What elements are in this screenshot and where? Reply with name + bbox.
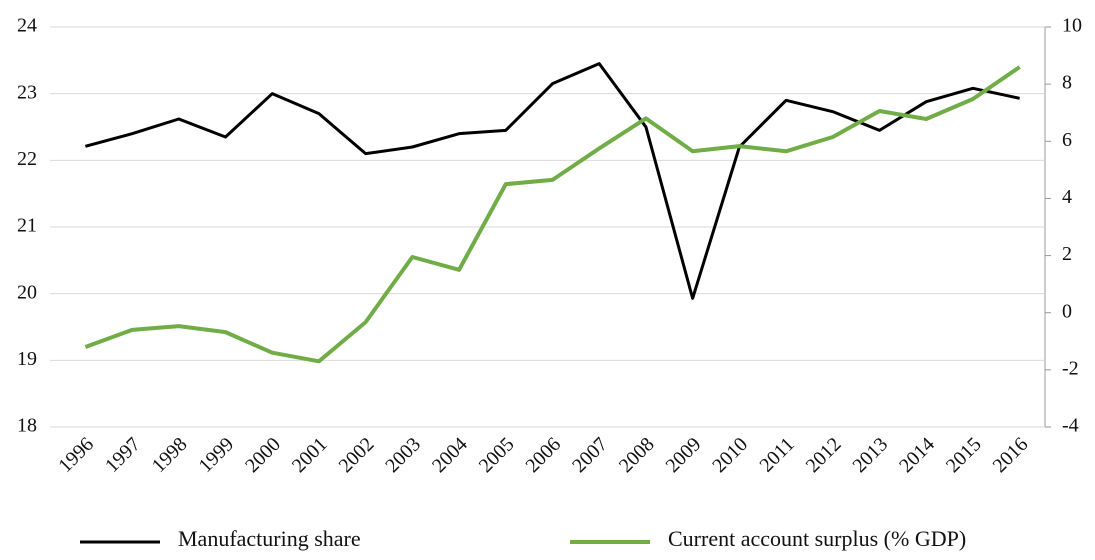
x-tick-label: 2007 <box>568 433 612 477</box>
x-tick-label: 2013 <box>848 433 892 477</box>
y-tick-label: 23 <box>17 81 37 103</box>
x-tick-label: 2012 <box>802 433 846 477</box>
x-tick-label: 2000 <box>241 433 285 477</box>
series-line <box>84 65 1021 364</box>
x-tick-label: 1997 <box>101 433 145 477</box>
legend-label: Current account surplus (% GDP) <box>668 526 966 551</box>
y2-tick-label: 6 <box>1062 129 1072 151</box>
y-tick-label: 19 <box>17 348 37 370</box>
x-tick-label: 2002 <box>335 433 379 477</box>
x-tick-label: 2006 <box>521 433 565 477</box>
x-tick-label: 2015 <box>942 433 986 477</box>
x-tick-label: 2001 <box>288 433 332 477</box>
y2-tick-label: 4 <box>1062 186 1072 208</box>
x-tick-label: 1996 <box>54 433 98 477</box>
y2-tick-label: 0 <box>1062 300 1072 322</box>
x-tick-label: 2016 <box>989 433 1033 477</box>
y2-tick-label: 2 <box>1062 243 1072 265</box>
legend-label: Manufacturing share <box>178 526 361 551</box>
y-tick-label: 22 <box>17 148 37 170</box>
x-tick-label: 2008 <box>615 433 659 477</box>
x-tick-label: 1998 <box>148 433 192 477</box>
y-tick-label: 21 <box>17 215 37 237</box>
y2-tick-label: -2 <box>1062 357 1079 379</box>
y2-tick-label: -4 <box>1062 415 1079 437</box>
x-tick-label: 2014 <box>895 433 939 477</box>
series-line <box>84 62 1020 300</box>
y-tick-label: 20 <box>17 281 37 303</box>
x-tick-label: 2005 <box>475 433 519 477</box>
y2-tick-label: 8 <box>1062 72 1072 94</box>
x-tick-label: 2010 <box>708 433 752 477</box>
y-tick-label: 24 <box>17 15 37 37</box>
x-tick-label: 2004 <box>428 433 472 477</box>
y-tick-label: 18 <box>17 415 37 437</box>
x-tick-label: 2003 <box>381 433 425 477</box>
y2-tick-label: 10 <box>1062 15 1082 37</box>
x-tick-label: 1999 <box>194 433 238 477</box>
x-tick-label: 2011 <box>756 433 799 476</box>
x-tick-label: 2009 <box>662 433 706 477</box>
